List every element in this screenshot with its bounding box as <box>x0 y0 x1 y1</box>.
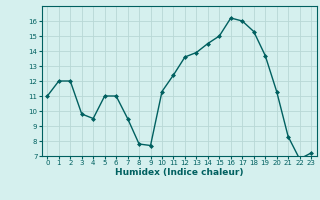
X-axis label: Humidex (Indice chaleur): Humidex (Indice chaleur) <box>115 168 244 177</box>
